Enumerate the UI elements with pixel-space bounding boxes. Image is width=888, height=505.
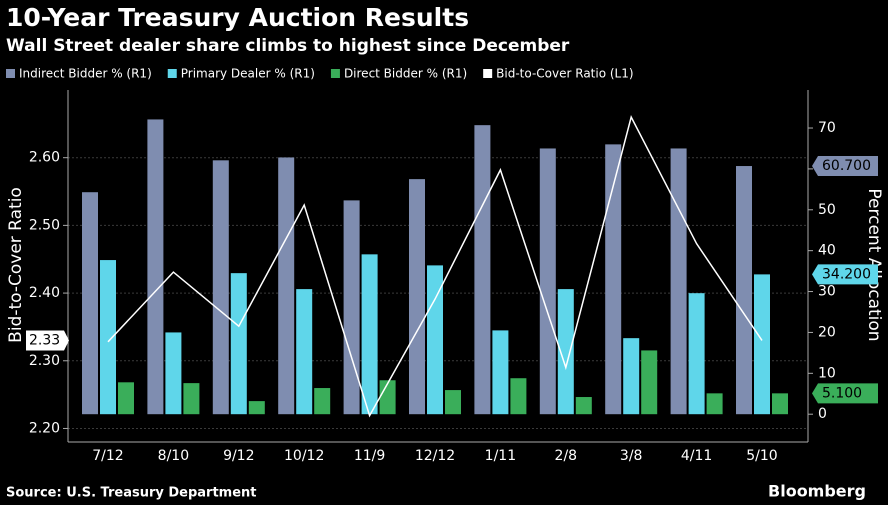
bar [314,388,331,415]
bar [445,390,461,415]
bar [165,332,182,415]
bar [557,289,574,415]
y-tick-label: 2.30 [29,353,60,369]
y2-tick-label: 10 [818,365,836,381]
bar [212,160,229,415]
bar [248,401,265,415]
x-tick-label: 5/10 [746,448,777,464]
bar [278,157,295,415]
y-tick-label: 2.20 [29,420,60,436]
value-label [812,264,878,285]
y-tick-label: 2.50 [29,217,60,233]
bar [474,125,491,415]
x-tick-label: 3/8 [620,448,643,464]
legend-swatch [6,69,15,78]
legend-swatch [483,69,493,78]
value-label-text: 2.33 [29,332,60,348]
x-tick-label: 10/12 [284,448,324,464]
bar [379,380,396,415]
y-tick-label: 2.60 [29,150,60,166]
source: Source: U.S. Treasury Department [6,486,257,501]
x-tick-label: 7/12 [92,448,123,464]
x-tick-label: 9/12 [223,448,254,464]
brand: Bloomberg [768,482,866,501]
value-label-text: 60.700 [822,158,871,174]
bar [605,144,622,415]
y2-tick-label: 30 [818,284,836,300]
legend-swatch [330,69,340,78]
x-tick-label: 8/10 [158,448,189,464]
bar [147,119,164,415]
bar [361,254,378,415]
bar [539,148,556,415]
x-tick-label: 4/11 [681,448,712,464]
value-label-text: 34.200 [822,266,871,282]
legend-label: Indirect Bidder % (R1) [19,67,152,81]
value-label-box [812,156,878,177]
y-axis-title: Bid-to-Cover Ratio [6,187,26,343]
chart-subtitle: Wall Street dealer share climbs to highe… [6,36,570,56]
y2-tick-label: 20 [818,324,836,340]
bar [670,148,687,415]
bar [118,382,134,415]
value-label [812,383,878,404]
bar [754,274,770,415]
y2-tick-label: 0 [818,406,827,422]
bar [343,200,360,415]
legend-label: Bid-to-Cover Ratio (L1) [496,67,633,81]
y2-tick-label: 70 [818,120,836,136]
legend-swatch [167,69,177,78]
bar [100,260,116,415]
bar [230,273,247,415]
legend-label: Primary Dealer % (R1) [181,67,315,81]
x-tick-label: 12/12 [415,448,455,464]
bar [82,192,98,415]
bar [736,166,752,415]
bar [427,265,443,415]
bar [772,393,788,415]
bar [706,393,723,415]
bar [641,350,658,415]
value-label [812,156,878,177]
chart-title: 10-Year Treasury Auction Results [6,3,469,32]
bar [409,179,425,415]
value-label [26,330,69,351]
bar [623,338,640,415]
value-label-box [26,330,69,351]
x-tick-label: 1/11 [485,448,516,464]
value-label-text: 5.100 [822,385,862,401]
y2-tick-label: 50 [818,202,836,218]
y-tick-label: 2.40 [29,285,60,301]
x-tick-label: 2/8 [555,448,578,464]
bar [296,289,313,415]
value-label-box [812,383,878,404]
legend-label: Direct Bidder % (R1) [344,67,467,81]
bar [510,378,527,415]
bar [492,330,509,415]
y2-tick-label: 40 [818,243,836,259]
line [107,114,763,418]
x-tick-label: 11/9 [354,448,385,464]
bar [688,293,705,415]
value-label-box [812,264,878,285]
bar [575,397,592,415]
bar [183,383,200,415]
